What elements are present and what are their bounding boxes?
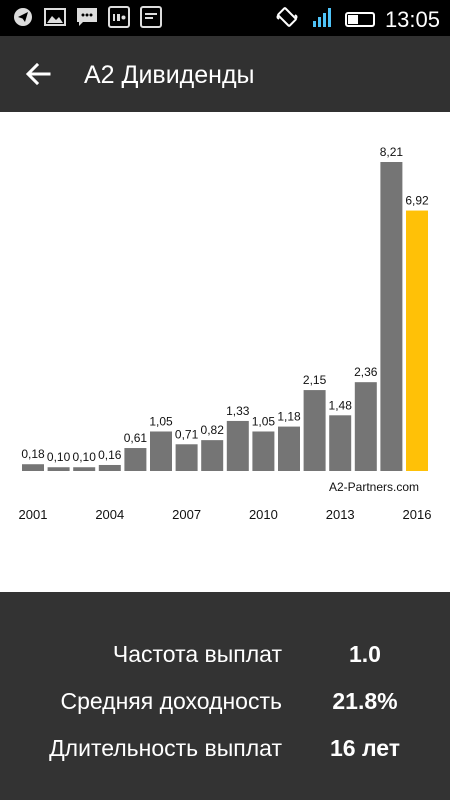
- bar-2006: [150, 431, 172, 471]
- data-label-2007: 0,71: [175, 427, 199, 441]
- page-title: A2 Дивиденды: [84, 61, 255, 89]
- stat-row-duration: Длительность выплат 16 лет: [0, 728, 450, 768]
- chart-watermark: A2-Partners.com: [329, 480, 419, 494]
- data-label-2006: 1,05: [149, 414, 173, 428]
- bar-2007: [175, 444, 198, 471]
- data-label-2013: 1,48: [329, 398, 353, 412]
- dividend-chart: 0,18 0,10 0,10 0,16 0,61 1,05 0,71 0,82 1,33 1,05…: [0, 112, 450, 592]
- arrow-back-icon: [25, 62, 51, 86]
- data-label-2009: 1,33: [226, 404, 250, 418]
- data-label-2001: 0,18: [21, 447, 45, 461]
- data-label-2012: 2,15: [303, 373, 327, 387]
- message-icon: [76, 6, 98, 28]
- bar-2008: [201, 440, 224, 471]
- bar-2003: [73, 467, 96, 471]
- bar-2012: [303, 390, 326, 471]
- bar-2009: [226, 420, 249, 471]
- bar-2010: [252, 431, 275, 471]
- stat-label: Длительность выплат: [49, 735, 282, 761]
- bar-2013: [329, 415, 352, 471]
- stat-label: Частота выплат: [112, 641, 282, 667]
- bar-2015: [380, 162, 403, 471]
- bar-2002: [47, 467, 70, 471]
- status-bar: 13:05: [0, 0, 450, 36]
- stat-value: 1.0: [349, 641, 381, 667]
- data-label-2002: 0,10: [47, 450, 71, 464]
- vibrate-icon: [275, 5, 299, 34]
- x-tick-label-2007: 2007: [172, 507, 201, 522]
- bar-2004: [98, 464, 121, 471]
- x-tick-label-2004: 2004: [95, 507, 124, 522]
- x-tick-label-2016: 2016: [403, 507, 432, 522]
- data-label-2015: 8,21: [380, 145, 404, 159]
- bar-2016: [406, 210, 428, 471]
- chart-svg: 0,18 0,10 0,10 0,160,611,050,71 0,821,331,05…: [19, 145, 432, 522]
- stat-row-frequency: Частота выплат 1.0: [0, 634, 450, 674]
- x-tick-label-2001: 2001: [19, 507, 48, 522]
- telegram-icon: [12, 6, 34, 28]
- battery-icon: [344, 12, 375, 27]
- bar-2014: [354, 382, 377, 471]
- back-button[interactable]: [22, 58, 54, 90]
- stat-value: 21.8%: [332, 688, 398, 714]
- stat-value: 16 лет: [329, 735, 401, 761]
- x-tick-label-2013: 2013: [326, 507, 355, 522]
- status-time: 13:05: [384, 6, 440, 32]
- data-label-2005: 0,61: [124, 431, 148, 445]
- imo-icon: [108, 6, 130, 28]
- x-tick-label-2010: 2010: [249, 507, 278, 522]
- data-label-2008: 0,82: [201, 423, 225, 437]
- bar-2011: [278, 426, 300, 471]
- data-label-2014: 2,36: [354, 365, 378, 379]
- bar-2005: [124, 448, 147, 471]
- data-label-2003: 0,10: [73, 450, 97, 464]
- data-label-2010: 1,05: [252, 414, 276, 428]
- gallery-icon: [44, 6, 66, 28]
- stats-panel: Частота выплат 1.0 Средняя доходность 21…: [0, 592, 450, 800]
- signal-icon: [309, 5, 335, 34]
- stat-label: Средняя доходность: [60, 688, 282, 714]
- app-bar: A2 Дивиденды: [0, 36, 450, 112]
- data-label-2011: 1,18: [277, 410, 301, 424]
- bar-2001: [22, 464, 44, 471]
- data-label-2016: 6,92: [405, 194, 429, 208]
- app-icon: [140, 6, 162, 28]
- stat-row-yield: Средняя доходность 21.8%: [0, 681, 450, 721]
- data-label-2004: 0,16: [98, 448, 122, 462]
